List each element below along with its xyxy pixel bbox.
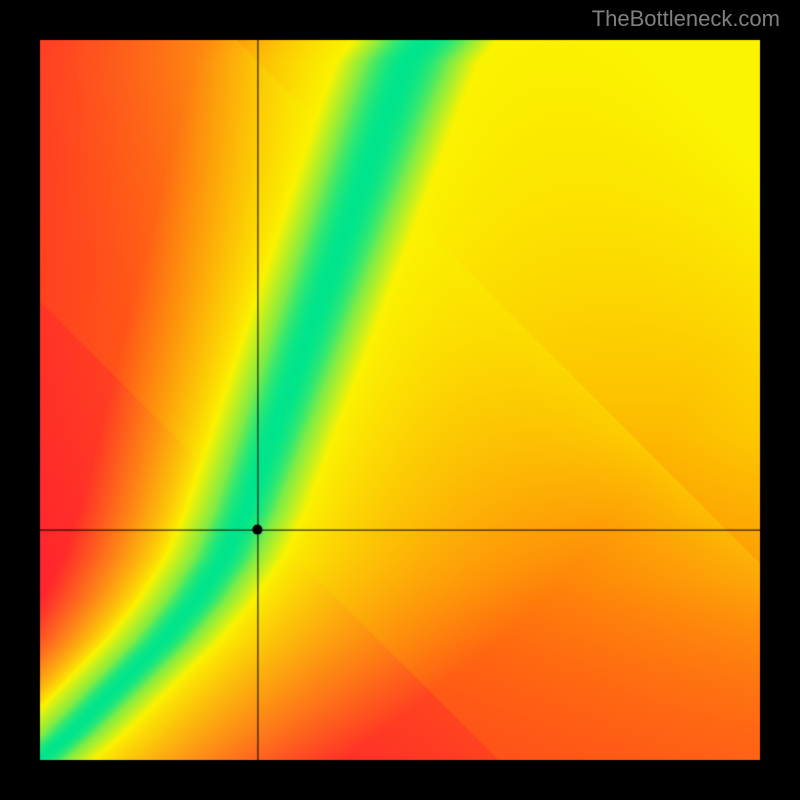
watermark-text: TheBottleneck.com (592, 6, 780, 32)
chart-container: TheBottleneck.com (0, 0, 800, 800)
heatmap-canvas (0, 0, 800, 800)
